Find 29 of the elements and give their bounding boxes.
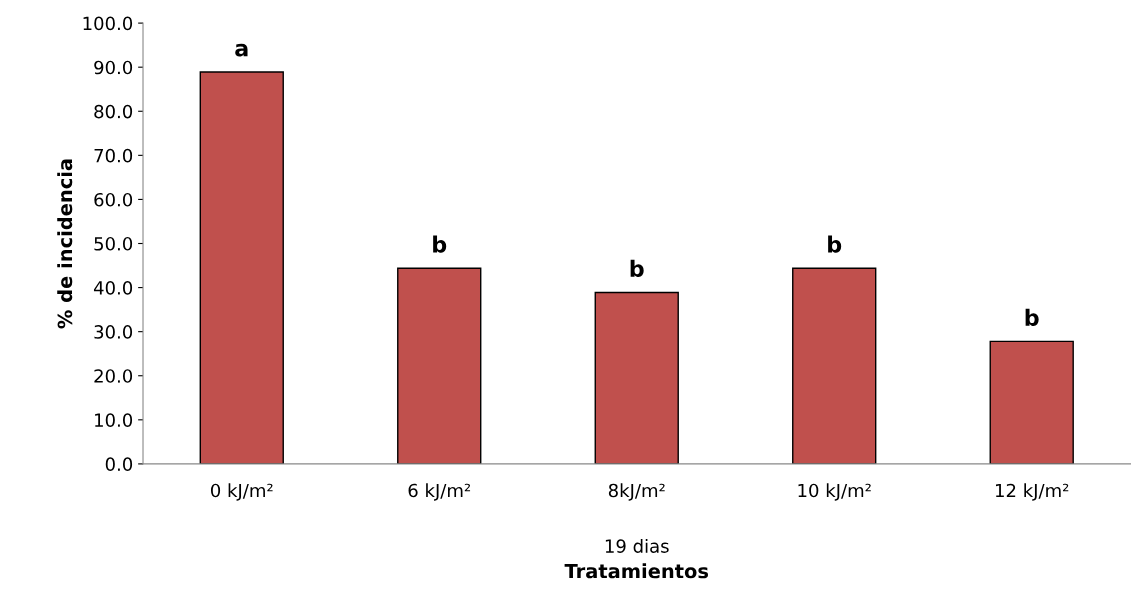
y-tick-label: 30.0 [94, 325, 133, 339]
y-tick-label: 60.0 [94, 192, 133, 207]
bar [397, 267, 482, 464]
y-tick-label: 70.0 [94, 148, 133, 163]
y-tick-label: 50.0 [94, 236, 133, 251]
y-tick-label: 20.0 [94, 369, 133, 383]
y-tick-label: 100.0 [83, 16, 133, 31]
bar [792, 267, 877, 464]
annotation: b [1025, 308, 1039, 326]
y-tick-label: 90.0 [94, 60, 133, 75]
y-axis-title: % de incidencia [57, 159, 73, 329]
bar [989, 340, 1074, 464]
x-tick-label: 0 kJ/m² [210, 483, 273, 501]
y-tick-label: 10.0 [95, 413, 133, 427]
x-tick-label: 12 kJ/m² [996, 483, 1069, 501]
x-tick-label: 8kJ/m² [608, 483, 665, 501]
y-tick-label: 40.0 [93, 281, 133, 295]
text: 19 dias [605, 538, 669, 553]
x-tick-label: 6 kJ/m² [408, 483, 471, 501]
bar [199, 71, 284, 464]
annotation: b [630, 259, 644, 278]
x-axis-title: Tratamientos [564, 563, 709, 579]
bar [594, 291, 679, 464]
x-tick-label: 10 kJ/m² [798, 483, 871, 501]
y-tick-label: 0.0 [105, 457, 133, 472]
annotation: a [235, 43, 248, 57]
y-tick-label: 80.0 [94, 104, 133, 119]
annotation: b [828, 235, 842, 253]
annotation: b [433, 235, 447, 253]
